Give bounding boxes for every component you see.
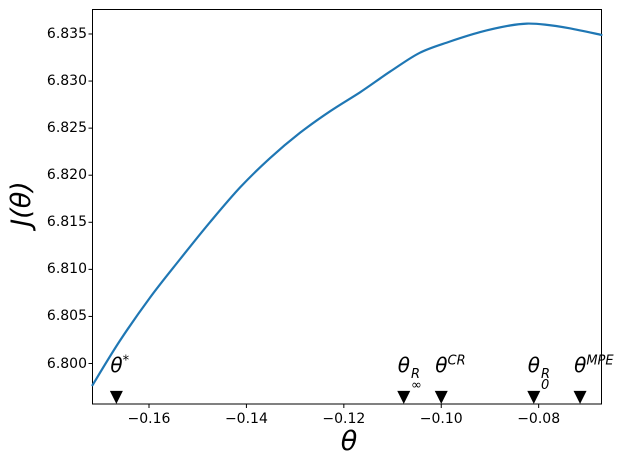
marker-theta-CR-icon bbox=[434, 390, 448, 404]
x-tick-label: −0.08 bbox=[517, 411, 561, 427]
marker-label-base: θ bbox=[574, 353, 587, 377]
y-tick-label: 6.830 bbox=[46, 73, 87, 90]
y-tick-label: 6.815 bbox=[46, 214, 87, 231]
objective-curve bbox=[91, 22, 603, 387]
marker-theta-0-R-icon bbox=[527, 390, 541, 404]
marker-label-base: θ bbox=[527, 353, 541, 377]
y-tick-label: 6.820 bbox=[46, 167, 87, 184]
y-tick-label: 6.835 bbox=[46, 25, 87, 42]
x-tick-label: −0.16 bbox=[127, 411, 171, 427]
marker-label-sup: * bbox=[122, 353, 130, 369]
marker-label-sup: CR bbox=[447, 353, 466, 369]
marker-label-supsub: R ∞ bbox=[410, 367, 422, 393]
x-tick-label: −0.12 bbox=[322, 411, 366, 427]
x-axis-label: θ bbox=[340, 426, 358, 457]
marker-label-theta-MPE: θMPE bbox=[574, 354, 614, 377]
x-tick-label: −0.10 bbox=[419, 411, 463, 427]
marker-label-theta-CR: θCR bbox=[435, 354, 465, 377]
marker-label-sup: MPE bbox=[586, 353, 614, 369]
marker-label-theta-star: θ* bbox=[110, 354, 129, 377]
marker-theta-inf-R-icon bbox=[397, 390, 411, 404]
marker-label-base: θ bbox=[110, 353, 123, 377]
x-tick-label: −0.14 bbox=[224, 411, 268, 427]
axes-border bbox=[92, 9, 602, 405]
y-tick-label: 6.800 bbox=[46, 355, 87, 372]
marker-theta-star-icon bbox=[109, 390, 123, 404]
y-tick-label: 6.810 bbox=[46, 261, 87, 278]
marker-theta-MPE-icon bbox=[573, 390, 587, 404]
y-tick-label: 6.825 bbox=[46, 120, 87, 137]
marker-label-theta-inf-R: θ R ∞ bbox=[397, 353, 422, 393]
y-tick-label: 6.805 bbox=[46, 308, 87, 325]
marker-label-base: θ bbox=[435, 353, 448, 377]
marker-label-base: θ bbox=[397, 353, 410, 377]
